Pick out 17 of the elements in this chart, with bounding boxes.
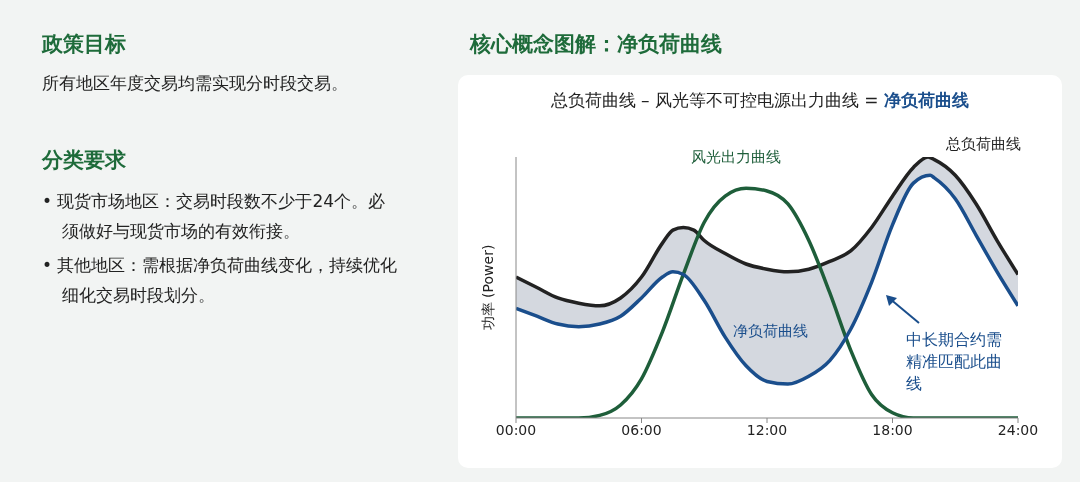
x-tick-label: 12:00 bbox=[746, 421, 788, 438]
x-tick-label: 06:00 bbox=[621, 421, 662, 438]
chart-subtitle: 总负荷曲线 – 风光等不可控电源出力曲线 = 净负荷曲线 bbox=[549, 89, 971, 112]
series-label: 净负荷曲线 bbox=[732, 322, 808, 342]
x-tick-label: 18:00 bbox=[872, 421, 913, 438]
annotation: 中长期合约需精准匹配此曲线 bbox=[906, 329, 1003, 395]
series-label: 总负荷曲线 bbox=[946, 135, 1022, 154]
chart-title: 核心概念图解：净负荷曲线 bbox=[470, 31, 722, 58]
y-axis-title: 功率 (Power) bbox=[479, 244, 496, 331]
series-label: 风光出力曲线 bbox=[691, 148, 782, 168]
text: • 其他地区：需根据净负荷曲线变化，持续优化细化交易时段划分。 bbox=[42, 254, 399, 307]
text: 所有地区年度交易均需实现分时段交易。 bbox=[42, 72, 349, 95]
text: 政策目标 bbox=[42, 31, 127, 58]
x-tick-label: 00:00 bbox=[495, 421, 537, 438]
text: 分类要求 bbox=[42, 147, 127, 174]
x-tick-label: 24:00 bbox=[997, 421, 1039, 438]
text: • 现货市场地区：交易时段数不少于24个。必须做好与现货市场的有效衔接。 bbox=[42, 190, 387, 243]
